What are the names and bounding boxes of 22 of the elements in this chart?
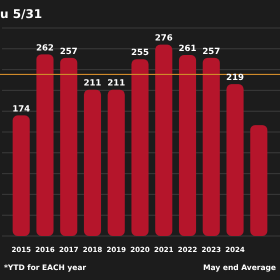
data-label: 255 (131, 48, 149, 58)
data-label: 174 (12, 104, 30, 114)
bar (36, 54, 54, 236)
bar (178, 55, 196, 236)
bar (226, 84, 244, 236)
chart-title: u 5/31 (0, 7, 42, 21)
data-label: 276 (154, 34, 173, 44)
data-label: 211 (107, 78, 126, 89)
data-label: 257 (202, 46, 220, 57)
bar (60, 58, 78, 236)
bar (202, 58, 220, 236)
bar (155, 44, 172, 236)
data-label: 211 (84, 78, 102, 89)
bar (84, 90, 102, 236)
data-label: 262 (36, 43, 54, 54)
bar (250, 125, 268, 236)
bar (108, 90, 125, 236)
data-label: 219 (226, 73, 244, 84)
data-label: 257 (60, 46, 78, 57)
bar (131, 59, 149, 236)
data-label: 261 (178, 44, 196, 54)
bar (12, 115, 30, 236)
